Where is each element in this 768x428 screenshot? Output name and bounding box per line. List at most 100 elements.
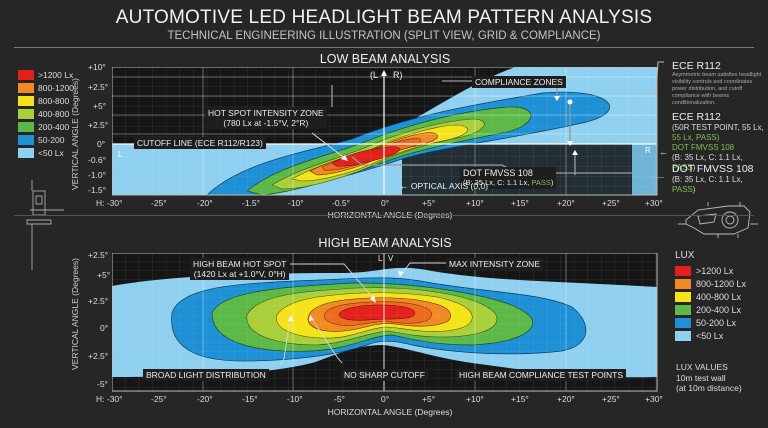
high-beam-x-axis-label: HORIZONTAL ANGLE (Degrees) <box>327 407 453 417</box>
x-tick: -0.5° <box>332 198 351 208</box>
legend-item: 400-800 <box>18 107 74 120</box>
legend-item: >1200 Lx <box>18 68 74 81</box>
x-tick: 0° <box>381 198 390 208</box>
page-subtitle: TECHNICAL ENGINEERING ILLUSTRATION (SPLI… <box>167 30 601 42</box>
legend-label: 400-800 <box>38 108 70 119</box>
x-tick: -20° <box>197 198 213 208</box>
y-tick: -1.5° <box>88 185 107 195</box>
y-tick: 0° <box>97 139 106 149</box>
swatch-yellow <box>675 291 691 302</box>
x-tick: +25° <box>602 394 620 404</box>
y-tick: +2.5° <box>88 250 109 260</box>
x-tick: -5° <box>334 394 345 404</box>
y-tick: +2.5° <box>88 296 109 306</box>
legend-item: >1200 Lx <box>675 264 746 277</box>
y-tick: -1.0° <box>88 170 107 180</box>
swatch-blue <box>675 317 691 328</box>
swatch-lime <box>18 108 34 119</box>
x-tick: +15° <box>511 394 529 404</box>
ece-r112-note: ECE R112 Asymmetric beam satisfies headl… <box>672 60 768 107</box>
cutoff-line-callout: CUTOFF LINE (ECE R112/R123) <box>134 137 266 149</box>
swatch-red <box>675 265 691 276</box>
swatch-red <box>18 69 34 80</box>
x-tick: -25° <box>151 394 167 404</box>
text: (B: 35 Lx, C: 1.1 Lx, <box>672 153 743 162</box>
x-tick: +30° <box>645 394 663 404</box>
ece-r112-test-note: ECE R112 (50R TEST POINT, 55 Lx, 55 Lx, … <box>672 111 768 173</box>
low-beam-legend: >1200 Lx 800-1200 800-800 400-800 200-40… <box>18 68 74 159</box>
broad-distribution-callout: BROAD LIGHT DISTRIBUTION <box>143 369 269 381</box>
headlight-icon <box>678 202 758 238</box>
legend-label: >1200 Lx <box>696 265 734 276</box>
bulb-icon <box>26 180 64 270</box>
legend-label: 800-1200 Lx <box>696 278 747 289</box>
legend-title: LUX <box>675 250 695 261</box>
ece-note-title: ECE R112 <box>672 60 721 72</box>
swatch-green <box>675 304 691 315</box>
low-beam-y-axis-label: VERTICAL ANGLE (Degrees) <box>70 78 80 190</box>
swatch-yellow <box>18 95 34 106</box>
dot-detail: (B: 35 Lx, C: 1.1 Lx, PASS) <box>463 178 553 188</box>
legend-item: <50 Lx <box>18 146 74 159</box>
y-tick: +10° <box>88 62 106 72</box>
high-beam-legend: LUX >1200 Lx 800-1200 Lx 400-800 Lx 200-… <box>675 250 746 342</box>
ece-test-title: ECE R112 <box>672 111 721 123</box>
y-tick: +5° <box>93 101 107 111</box>
arrow-left-icon: ← <box>659 147 668 157</box>
x-tick: -10° <box>287 394 303 404</box>
high-beam-chart <box>112 253 658 392</box>
dot-detail-suffix: ) <box>550 178 554 187</box>
y-tick: +5° <box>97 270 111 280</box>
low-beam-chart <box>112 67 658 196</box>
x-tick: -10° <box>288 198 304 208</box>
swatch-orange <box>18 82 34 93</box>
cutoff-left-marker: L <box>118 150 123 159</box>
x-tick: +5° <box>422 394 436 404</box>
x-tick: +20° <box>557 198 575 208</box>
lux-note-line2: 10m test wall <box>676 372 726 383</box>
compliance-zones-callout: COMPLIANCE ZONES <box>472 76 566 88</box>
right-notes-connectors <box>650 61 664 178</box>
legend-label: 800-800 <box>38 95 70 106</box>
x-tick: -20° <box>197 394 213 404</box>
swatch-lightblue <box>18 147 34 158</box>
x-tick: H: -30° <box>96 198 123 208</box>
high-beam-hot-spot-callout: HIGH BEAM HOT SPOT (1420 Lx at +1.0°V, 0… <box>190 258 290 280</box>
y-tick: +2.5° <box>88 120 109 130</box>
legend-label: 800-1200 <box>38 82 74 93</box>
hot-spot-title: HOT SPOT INTENSITY ZONE <box>208 108 324 118</box>
legend-label: 200-400 Lx <box>696 304 742 315</box>
y-tick: 0° <box>100 323 109 333</box>
x-tick: H: -30° <box>96 394 123 404</box>
y-tick: -0.6° <box>88 155 107 165</box>
x-tick: +20° <box>557 394 575 404</box>
x-tick: +30° <box>645 198 663 208</box>
axis-marker-l: L <box>378 254 383 263</box>
dot-note-title: DOT FMVSS 108 <box>672 163 754 175</box>
low-beam-title: LOW BEAM ANALYSIS <box>319 52 451 66</box>
legend-label: 50-200 Lx <box>696 317 737 328</box>
dot-fmvss-note: DOT FMVSS 108 (B: 35 Lx, C: 1.1 Lx, PASS… <box>672 163 768 195</box>
x-tick: -1.5° <box>242 198 261 208</box>
arrow-left-icon: ← <box>400 181 409 191</box>
ece-test-line1: (50R TEST POINT, 55 Lx, <box>672 123 764 132</box>
dot-note-detail: (B: 35 Lx, C: 1.1 Lx, PASS) <box>672 175 768 195</box>
text: (B: 35 Lx, C: 1.1 Lx, <box>672 175 743 184</box>
ece-note-body: Asymmetric beam satisfies headlight visi… <box>672 72 762 106</box>
dot-fmvss-callout: DOT FMVSS 108 (B: 35 Lx, C: 1.1 Lx, PASS… <box>460 167 557 189</box>
legend-label: >1200 Lx <box>38 69 74 80</box>
lux-note-line3: (at 10m distance) <box>676 383 742 393</box>
swatch-orange <box>675 278 691 289</box>
ece-test-line4: (B: 35 Lx, C: 1.1 Lx, PASS) <box>672 153 768 173</box>
x-tick: +15° <box>511 198 529 208</box>
legend-label: 50-200 <box>38 134 65 145</box>
x-tick: +10° <box>466 198 484 208</box>
pass-status: PASS <box>672 163 693 172</box>
legend-label: 200-400 <box>38 121 70 132</box>
legend-item: 50-200 Lx <box>675 316 746 329</box>
x-tick: -15° <box>242 394 258 404</box>
ece-test-line2: 55 Lx, PASS) <box>672 133 720 142</box>
dot-detail-text: (B: 35 Lx, C: 1.1 Lx, <box>463 178 532 187</box>
legend-label: <50 Lx <box>696 330 724 341</box>
dot-title: DOT FMVSS 108 <box>463 168 533 178</box>
